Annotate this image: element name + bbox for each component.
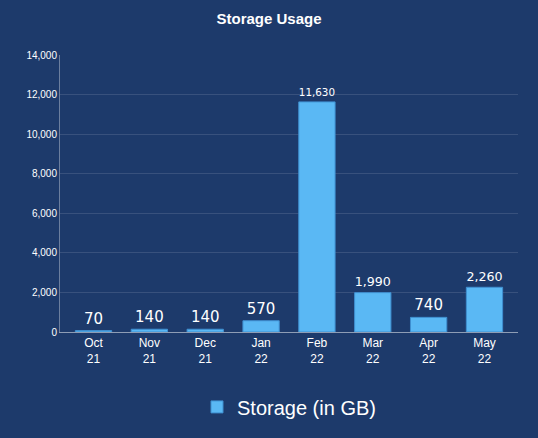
- svg-text:6,000: 6,000: [32, 208, 57, 219]
- svg-text:140: 140: [135, 308, 164, 326]
- svg-text:2,260: 2,260: [466, 269, 502, 284]
- svg-text:140: 140: [191, 308, 220, 326]
- svg-text:Jan22: Jan22: [251, 336, 270, 366]
- svg-text:Apr22: Apr22: [419, 336, 438, 366]
- svg-text:70: 70: [84, 310, 103, 328]
- svg-text:May22: May22: [473, 336, 496, 366]
- svg-text:1,990: 1,990: [355, 274, 391, 289]
- svg-text:8,000: 8,000: [32, 168, 57, 179]
- svg-text:Mar22: Mar22: [362, 336, 383, 366]
- svg-text:740: 740: [414, 296, 443, 314]
- svg-text:Storage Usage: Storage Usage: [216, 10, 321, 27]
- svg-text:Nov21: Nov21: [139, 336, 160, 366]
- svg-text:570: 570: [247, 300, 276, 318]
- svg-text:10,000: 10,000: [26, 129, 57, 140]
- svg-text:Dec21: Dec21: [195, 336, 216, 366]
- svg-text:12,000: 12,000: [26, 89, 57, 100]
- svg-text:4,000: 4,000: [32, 247, 57, 258]
- svg-text:Feb22: Feb22: [307, 336, 328, 366]
- svg-text:Oct21: Oct21: [84, 336, 103, 366]
- svg-text:14,000: 14,000: [26, 50, 57, 61]
- svg-text:0: 0: [51, 327, 57, 338]
- svg-text:Storage (in GB): Storage (in GB): [237, 397, 376, 419]
- svg-text:2,000: 2,000: [32, 287, 57, 298]
- svg-text:11,630: 11,630: [299, 86, 335, 98]
